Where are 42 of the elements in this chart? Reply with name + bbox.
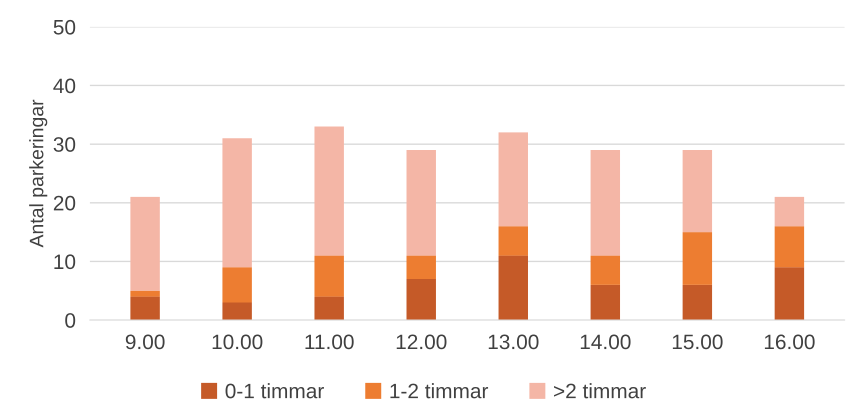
bar	[774, 267, 804, 320]
x-tick-label: 10.00	[212, 334, 262, 350]
x-tick-label: 16.00	[764, 334, 815, 350]
bar	[682, 232, 712, 285]
bar	[314, 296, 344, 320]
bar	[682, 150, 712, 232]
y-tick-label: 10	[54, 254, 76, 270]
x-tick-label: 9.00	[126, 334, 165, 350]
x-tick-label: 15.00	[672, 334, 723, 350]
x-tick-label: 11.00	[305, 334, 354, 350]
bar	[590, 284, 620, 320]
bar	[222, 302, 252, 320]
bar	[406, 256, 436, 280]
bar	[590, 150, 620, 256]
bar	[682, 284, 712, 320]
x-tick-label: 13.00	[488, 334, 539, 350]
bar	[222, 267, 252, 302]
y-tick-label: 20	[54, 196, 76, 211]
y-tick-label: 0	[65, 313, 76, 328]
bar	[314, 256, 344, 297]
legend-label: >2 timmar	[554, 383, 646, 398]
y-axis-title: Antal parkeringar	[29, 100, 48, 248]
bar	[130, 296, 160, 320]
x-tick-label: 12.00	[396, 334, 446, 350]
bar	[406, 279, 436, 320]
legend-label: 0-1 timmar	[226, 383, 324, 398]
y-tick-label: 50	[54, 20, 76, 35]
y-tick-label: 40	[53, 78, 76, 94]
bar	[222, 138, 252, 268]
bar	[774, 226, 804, 268]
bar	[130, 196, 160, 291]
bar	[406, 150, 436, 256]
bar	[774, 196, 804, 226]
bar	[314, 126, 344, 256]
bar	[498, 132, 528, 226]
bar	[498, 226, 528, 256]
bar	[590, 256, 620, 285]
x-tick-label: 14.00	[580, 334, 631, 350]
y-tick-label: 30	[54, 137, 76, 152]
legend-label: 1-2 timmar	[390, 383, 488, 398]
bar	[130, 290, 160, 297]
bar	[498, 256, 528, 320]
